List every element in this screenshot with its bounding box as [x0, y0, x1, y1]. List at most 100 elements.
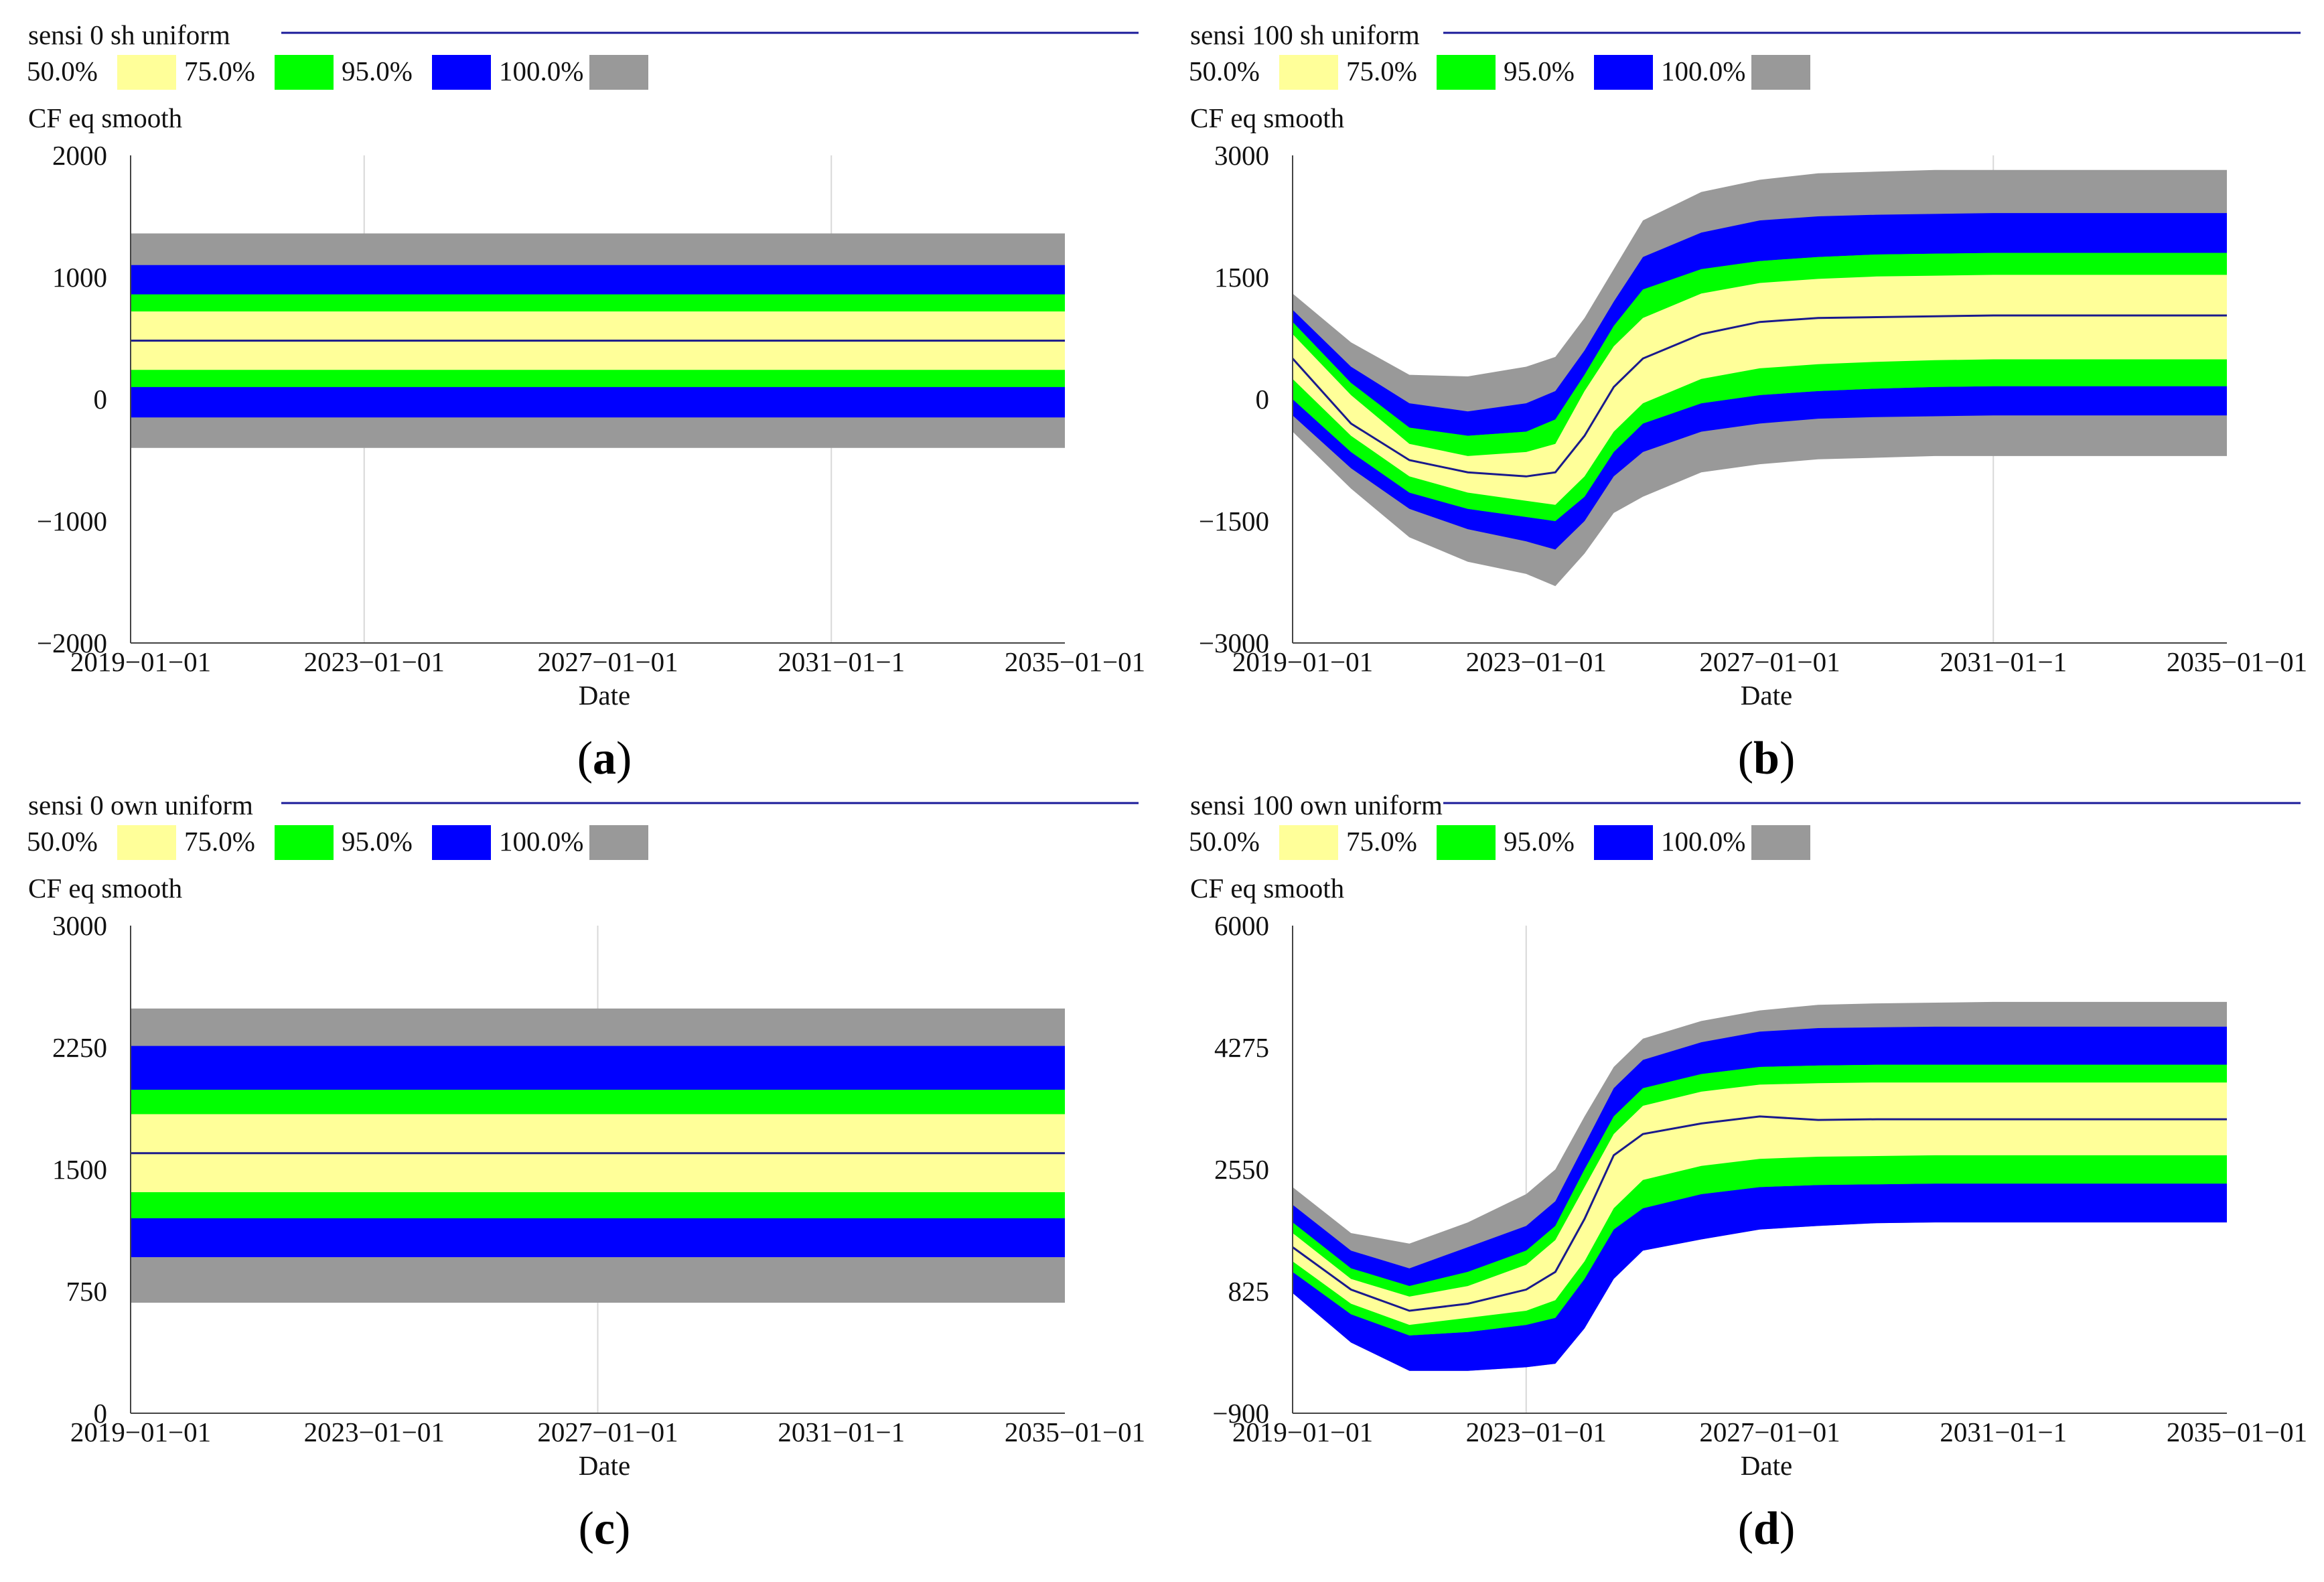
- y-tick-label: 4275: [1214, 1032, 1269, 1063]
- x-tick-label: 2027−01−01: [1699, 1417, 1840, 1447]
- x-axis-label: Date: [579, 680, 630, 711]
- legend: 50.0% 75.0% 95.0% 100.0%: [27, 55, 648, 90]
- legend-swatch-2: [1594, 825, 1653, 860]
- y-axis-label: CF eq smooth: [28, 102, 182, 133]
- x-tick-label: 2019−01−01: [70, 646, 211, 677]
- caption-letter: c: [594, 1503, 615, 1555]
- chart-title: sensi 100 own uniform: [1190, 790, 1443, 820]
- legend-label-2: 95.0%: [342, 826, 413, 857]
- caption-close: ): [1780, 1503, 1795, 1555]
- y-tick-label: −3000: [1199, 628, 1269, 658]
- legend-swatch-0: [1279, 55, 1338, 90]
- chart-title: sensi 0 sh uniform: [28, 19, 230, 50]
- y-tick-label: 3000: [52, 910, 107, 941]
- legend-label-3: 100.0%: [499, 826, 583, 857]
- y-tick-label: 0: [1256, 384, 1270, 415]
- x-tick-label: 2023−01−01: [304, 1417, 445, 1447]
- panel-b: sensi 100 sh uniform 50.0% 75.0% 95.0% 100.0…: [1162, 0, 2324, 791]
- legend-swatch-0: [117, 825, 176, 860]
- y-tick-label: 750: [66, 1276, 108, 1307]
- panel-d: sensi 100 own uniform 50.0% 75.0% 95.0% 100.…: [1162, 770, 2324, 1561]
- x-axis-label: Date: [579, 1450, 630, 1481]
- y-tick-label: 1500: [52, 1154, 107, 1185]
- x-tick-label: 2027−01−01: [537, 1417, 678, 1447]
- caption-open: (: [577, 733, 593, 784]
- x-tick-label: 2023−01−01: [1466, 646, 1607, 677]
- y-tick-label: 1000: [52, 262, 107, 293]
- x-tick-label: 2035−01−01: [2167, 1417, 2307, 1447]
- legend-swatch-0: [117, 55, 176, 90]
- y-tick-label: 3000: [1214, 140, 1269, 171]
- x-axis-label: Date: [1741, 680, 1792, 711]
- legend-label-3: 100.0%: [1661, 826, 1745, 857]
- y-axis-label: CF eq smooth: [1190, 873, 1344, 904]
- legend-label-0: 50.0%: [27, 56, 98, 86]
- y-tick-label: −1000: [37, 506, 107, 536]
- legend-label-3: 100.0%: [1661, 56, 1745, 86]
- y-tick-label: −1500: [1199, 506, 1269, 536]
- legend-label-0: 50.0%: [27, 826, 98, 857]
- legend-label-0: 50.0%: [1189, 56, 1260, 86]
- y-tick-label: 1500: [1214, 262, 1269, 293]
- legend-swatch-3: [1751, 825, 1810, 860]
- caption-close: ): [1780, 733, 1795, 784]
- chart-b: sensi 100 sh uniform 50.0% 75.0% 95.0% 100.0…: [1189, 19, 2307, 784]
- x-tick-label: 2031−01−1: [778, 1417, 905, 1447]
- chart-title: sensi 0 own uniform: [28, 790, 253, 820]
- legend-swatch-3: [1751, 55, 1810, 90]
- caption: (a): [577, 733, 632, 784]
- y-tick-label: 0: [94, 1398, 108, 1429]
- legend-swatch-2: [432, 825, 491, 860]
- y-tick-label: 2250: [52, 1032, 107, 1063]
- caption-close: ): [615, 1503, 630, 1555]
- y-tick-label: −2000: [37, 628, 107, 658]
- caption-open: (: [1738, 733, 1753, 784]
- x-tick-label: 2035−01−01: [1005, 1417, 1145, 1447]
- legend-label-2: 95.0%: [1504, 56, 1575, 86]
- panel-c: sensi 0 own uniform 50.0% 75.0% 95.0% 100.0%…: [0, 770, 1162, 1561]
- x-tick-label: 2031−01−1: [1940, 1417, 2067, 1447]
- legend-swatch-3: [589, 55, 648, 90]
- y-tick-label: −900: [1212, 1398, 1269, 1429]
- caption-open: (: [1738, 1503, 1753, 1555]
- mean-line: [1291, 314, 2227, 478]
- legend-swatch-1: [1437, 55, 1496, 90]
- y-axis-label: CF eq smooth: [28, 873, 182, 904]
- x-tick-label: 2019−01−01: [1232, 1417, 1373, 1447]
- band-50-inner: [1293, 275, 2227, 505]
- legend-swatch-1: [275, 825, 334, 860]
- x-tick-label: 2023−01−01: [1466, 1417, 1607, 1447]
- legend: 50.0% 75.0% 95.0% 100.0%: [27, 825, 648, 860]
- legend-label-1: 75.0%: [184, 56, 255, 86]
- legend-swatch-2: [1594, 55, 1653, 90]
- caption-open: (: [579, 1503, 594, 1555]
- band-50-inner: [1293, 1082, 2227, 1325]
- y-tick-label: 2000: [52, 140, 107, 171]
- x-tick-label: 2031−01−1: [778, 646, 905, 677]
- y-tick-label: 2550: [1214, 1154, 1269, 1185]
- legend-swatch-1: [1437, 825, 1496, 860]
- legend-label-1: 75.0%: [1346, 56, 1417, 86]
- chart-title: sensi 100 sh uniform: [1190, 19, 1420, 50]
- legend-swatch-2: [432, 55, 491, 90]
- x-tick-label: 2035−01−01: [2167, 646, 2307, 677]
- x-tick-label: 2031−01−1: [1940, 646, 2067, 677]
- caption-letter: a: [593, 733, 616, 784]
- caption-letter: d: [1753, 1503, 1780, 1555]
- legend-label-0: 50.0%: [1189, 826, 1260, 857]
- x-tick-label: 2019−01−01: [1232, 646, 1373, 677]
- legend-label-2: 95.0%: [342, 56, 413, 86]
- caption-letter: b: [1753, 733, 1780, 784]
- x-tick-label: 2027−01−01: [1699, 646, 1840, 677]
- x-tick-label: 2035−01−01: [1005, 646, 1145, 677]
- y-axis-label: CF eq smooth: [1190, 102, 1344, 133]
- chart-a: sensi 0 sh uniform 50.0% 75.0% 95.0% 100.0% C…: [27, 19, 1145, 784]
- caption: (b): [1738, 733, 1796, 784]
- legend-swatch-3: [589, 825, 648, 860]
- x-tick-label: 2023−01−01: [304, 646, 445, 677]
- legend-label-3: 100.0%: [499, 56, 583, 86]
- legend-swatch-1: [275, 55, 334, 90]
- y-tick-label: 825: [1228, 1276, 1270, 1307]
- legend: 50.0% 75.0% 95.0% 100.0%: [1189, 55, 1810, 90]
